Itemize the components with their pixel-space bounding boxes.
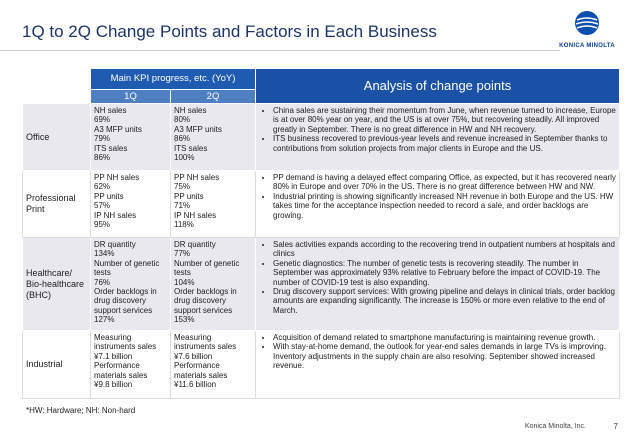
bullet: PP demand is having a delayed effect com… <box>273 173 616 192</box>
kpi-line: A3 MFP units <box>174 124 222 134</box>
bullet: With stay-at-home demand, the outlook fo… <box>273 342 616 370</box>
kpi-line: PP units <box>94 191 124 201</box>
kpi-line: PP NH sales <box>174 173 220 182</box>
kpi-line: NH sales <box>174 106 207 115</box>
row: Professional Print PP NH sales 62% PP units… <box>22 170 620 238</box>
kpi-line: Number of genetic tests <box>94 258 160 278</box>
row: Healthcare/ Bio-healthcare (BHC) DR quant… <box>22 237 620 331</box>
kpi-line: 153% <box>174 315 195 325</box>
bullet-list: Sales activities expands according to th… <box>259 240 616 315</box>
divider <box>0 50 560 51</box>
q2-kpi: DR quantity 77% Number of genetic tests 104… <box>169 237 257 331</box>
segment: Office <box>22 103 91 171</box>
kpi-line: A3 MFP units <box>94 124 142 134</box>
analysis: China sales are sustaining their momentu… <box>255 103 620 171</box>
kpi-line: 86% <box>94 153 111 163</box>
bullet-list: PP demand is having a delayed effect com… <box>259 173 616 220</box>
kpi-line: 77% <box>174 249 191 259</box>
kpi-line: 71% <box>174 201 191 211</box>
kpi-line: DR quantity <box>174 240 216 249</box>
kpi-line: Measuring instruments sales <box>94 333 157 352</box>
kpi-line: Measuring instruments sales <box>174 333 237 352</box>
q1-kpi: DR quantity 134% Number of genetic tests 76… <box>90 237 171 331</box>
kpi-line: PP units <box>174 191 204 201</box>
q1-kpi: Measuring instruments sales ¥7.1 billion P… <box>90 330 171 399</box>
kpi-line: NH sales <box>94 106 127 115</box>
q1-header: 1Q <box>90 89 171 104</box>
analysis: PP demand is having a delayed effect com… <box>255 170 620 238</box>
bullet-list: China sales are sustaining their momentu… <box>259 106 616 153</box>
kpi-line: DR quantity <box>94 240 136 249</box>
kpi-line: 134% <box>94 249 115 259</box>
kpi-line: Performance materials sales <box>174 361 228 380</box>
kpi-line: 57% <box>94 201 111 211</box>
kpi-line: 76% <box>94 277 111 287</box>
analysis: Sales activities expands according to th… <box>255 237 620 331</box>
kpi-line: 95% <box>94 220 111 230</box>
kpi-line: Order backlogs in drug discovery support… <box>94 287 157 315</box>
segment: Industrial <box>22 330 91 399</box>
title: 1Q to 2Q Change Points and Factors in Ea… <box>22 22 437 41</box>
kpi-line: IP NH sales <box>94 210 137 220</box>
table: Main KPI progress, etc. (YoY) Analysis o… <box>22 68 620 399</box>
kpi-line: IP NH sales <box>174 210 217 220</box>
logo-text: KONICA MINOLTA <box>559 43 615 49</box>
analysis: Acquisition of demand related to smartph… <box>255 330 620 399</box>
kpi-line: 80% <box>174 115 191 125</box>
kpi-header: Main KPI progress, etc. (YoY) <box>89 68 257 90</box>
company: Konica Minolta, Inc. <box>524 423 586 430</box>
bullet: China sales are sustaining their momentu… <box>273 106 616 134</box>
kpi-line: 100% <box>174 153 195 163</box>
q2-header: 2Q <box>169 89 257 104</box>
kpi-line: 104% <box>174 277 195 287</box>
q2-kpi: PP NH sales 75% PP units 71% IP NH sales 118% <box>169 170 257 238</box>
kpi-line: ¥9.8 billion <box>94 380 133 390</box>
bullet: Sales activities expands according to th… <box>273 240 616 259</box>
kpi-line: ITS sales <box>174 143 208 153</box>
bullet: Drug discovery support services: With gr… <box>273 287 616 315</box>
kpi-line: ¥11.6 billion <box>174 380 217 390</box>
q2-kpi: NH sales 80% A3 MFP units 86% ITS sales 100% <box>169 103 257 171</box>
bullet: Industrial printing is showing significa… <box>273 192 616 220</box>
kpi-line: 118% <box>174 220 194 230</box>
logo: KONICA MINOLTA <box>552 10 622 49</box>
page-number: 7 <box>613 422 618 431</box>
row: Industrial Measuring instruments sales ¥7.… <box>22 330 620 399</box>
kpi-line: 69% <box>94 115 111 125</box>
q2-kpi: Measuring instruments sales ¥7.6 billion P… <box>169 330 257 399</box>
bullet: Acquisition of demand related to smartph… <box>273 333 616 342</box>
kpi-line: Order backlogs in drug discovery support… <box>174 287 237 315</box>
segment: Professional Print <box>22 170 91 238</box>
row: Office NH sales 69% A3 MFP units 79% ITS sale… <box>22 103 620 171</box>
kpi-line: 127% <box>94 315 115 325</box>
kpi-line: 62% <box>94 182 111 192</box>
segment: Healthcare/ Bio-healthcare (BHC) <box>22 237 91 331</box>
bullet: ITS business recovered to previous-year … <box>273 134 616 153</box>
analysis-header: Analysis of change points <box>255 68 620 104</box>
logo-mark <box>575 11 599 35</box>
kpi-line: ITS sales <box>94 143 128 153</box>
q1-kpi: PP NH sales 62% PP units 57% IP NH sales 95% <box>90 170 171 238</box>
kpi-line: ¥7.1 billion <box>94 351 133 361</box>
q1-kpi: NH sales 69% A3 MFP units 79% ITS sales 86% <box>90 103 171 171</box>
bullet: Genetic diagnostics: The number of genet… <box>273 259 616 287</box>
kpi-line: 75% <box>174 182 191 192</box>
kpi-line: Number of genetic tests <box>174 258 240 278</box>
footnote: *HW: Hardware; NH: Non-hard <box>26 406 136 415</box>
bullet-list: Acquisition of demand related to smartph… <box>259 333 616 371</box>
kpi-line: 79% <box>94 134 111 144</box>
kpi-line: ¥7.6 billion <box>174 351 213 361</box>
kpi-line: Performance materials sales <box>94 361 148 380</box>
kpi-line: PP NH sales <box>94 173 140 182</box>
kpi-line: 86% <box>174 134 191 144</box>
